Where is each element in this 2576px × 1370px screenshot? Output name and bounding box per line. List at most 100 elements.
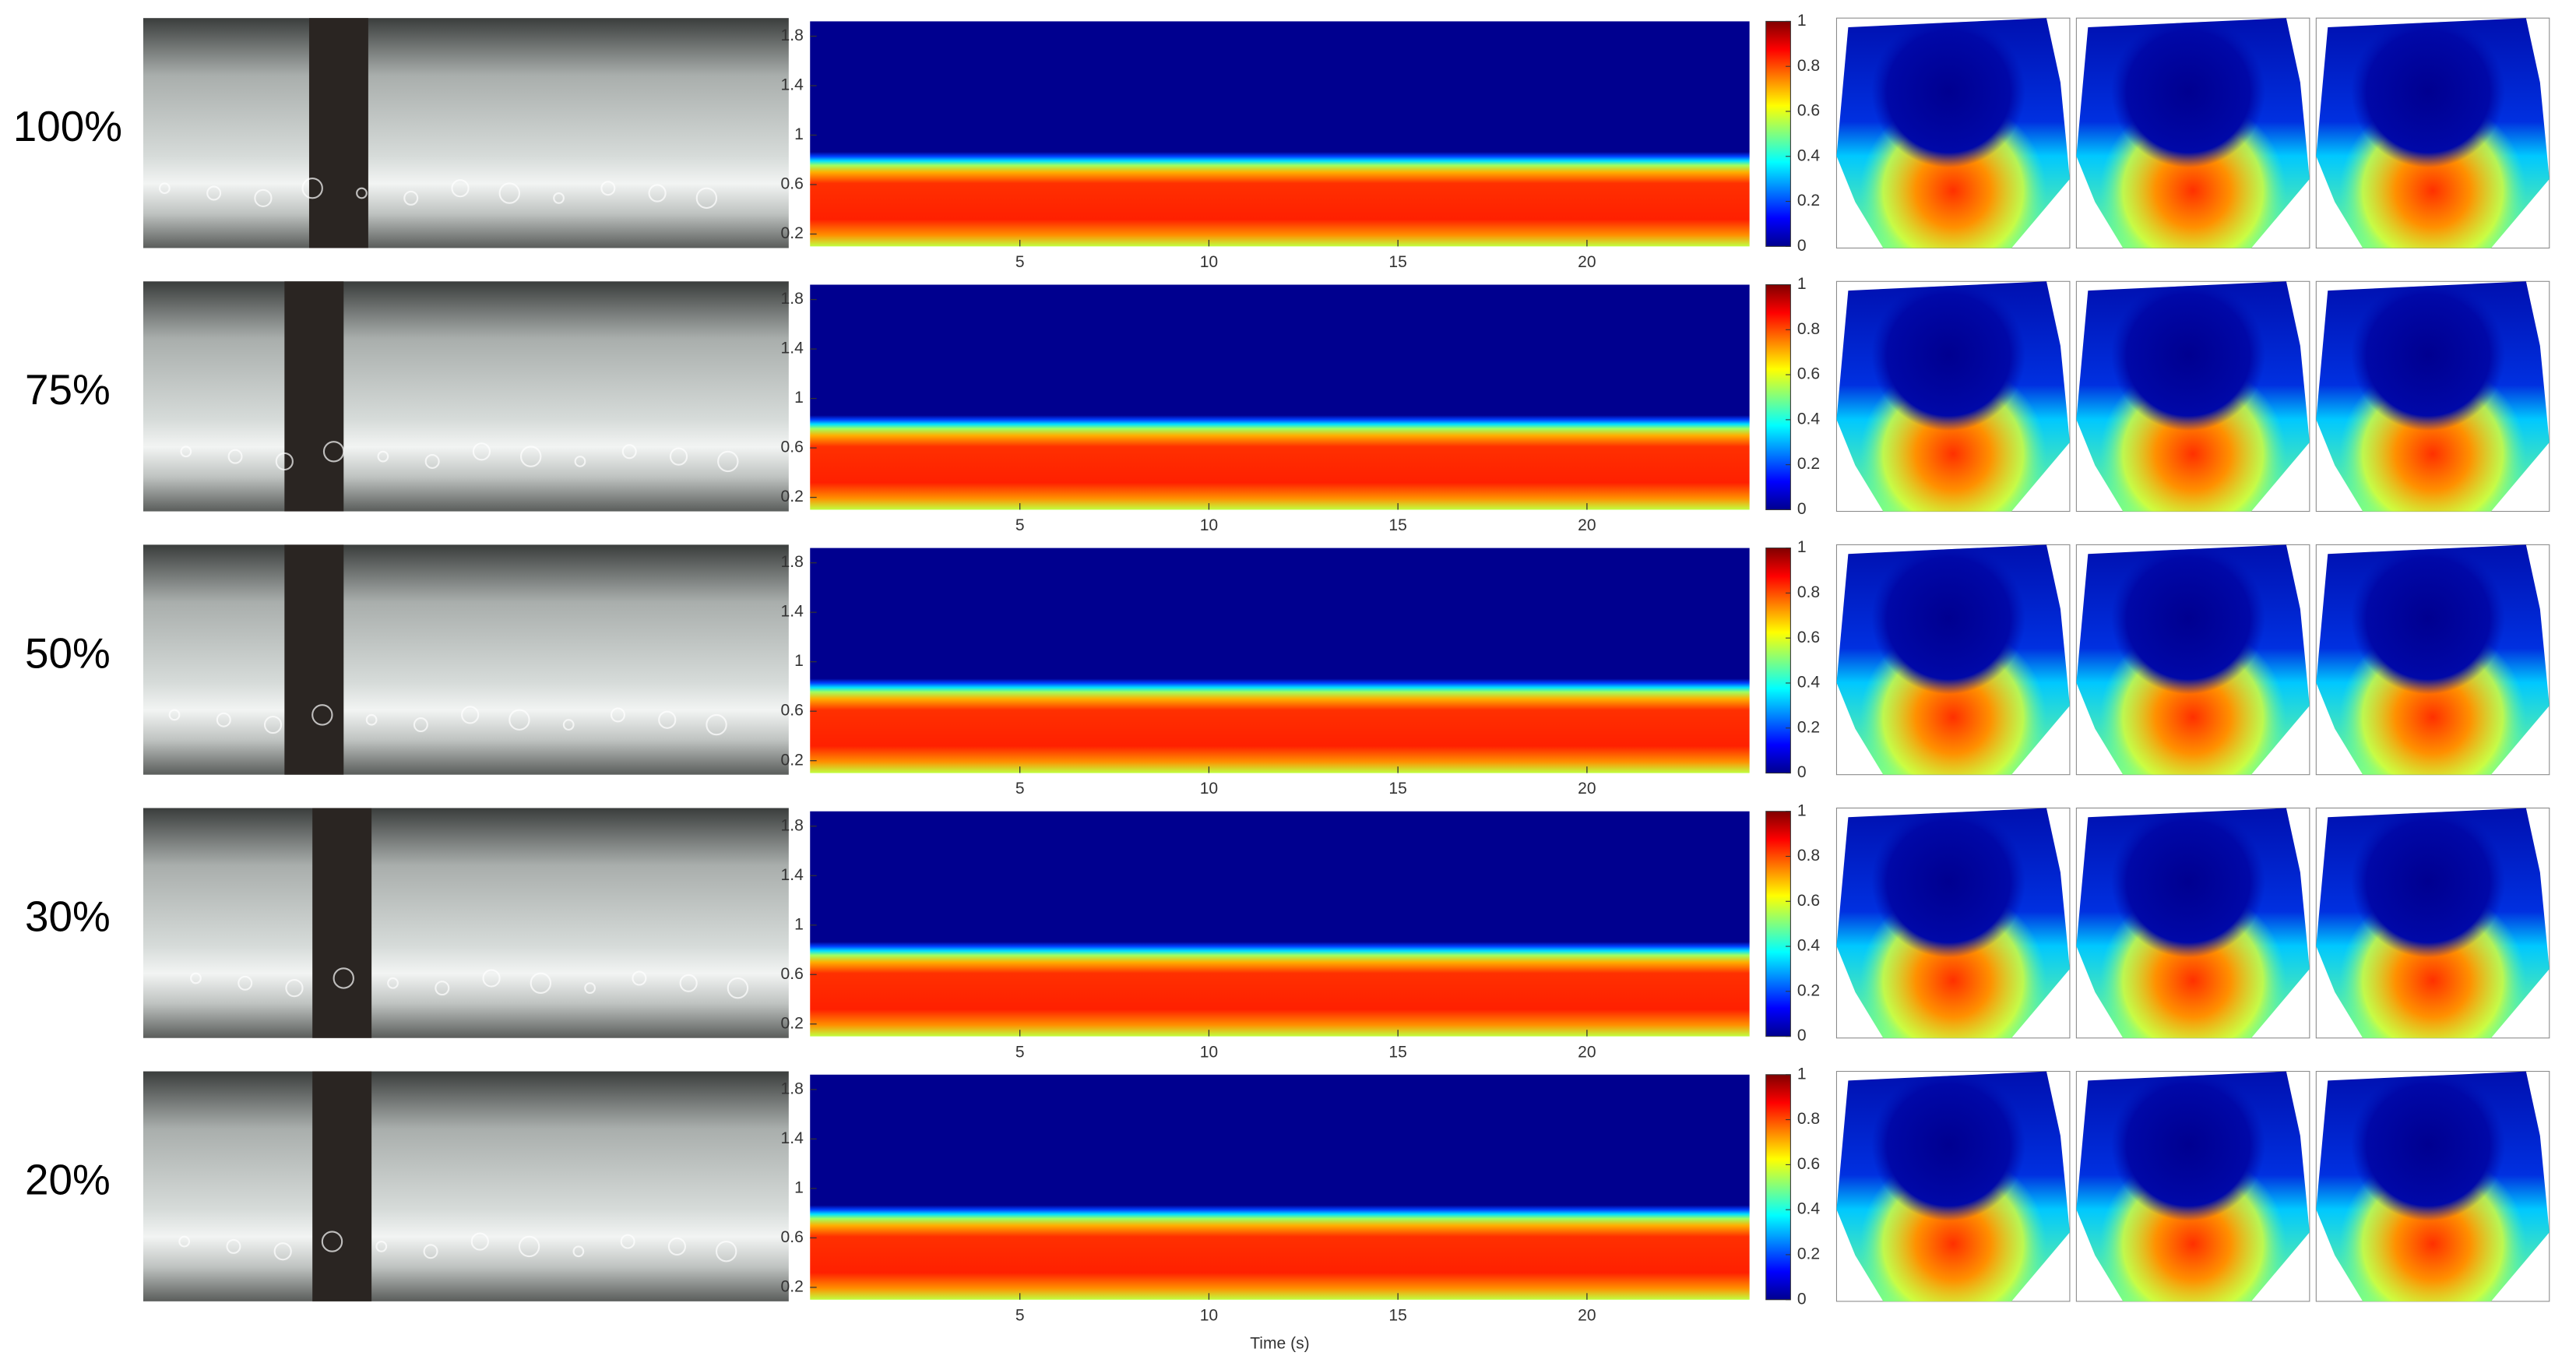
ruler — [284, 544, 344, 775]
colorbar — [1765, 284, 1791, 510]
bubble — [669, 447, 688, 466]
bubble — [424, 453, 440, 469]
tomogram-core — [2076, 808, 2310, 1038]
ruler — [312, 1071, 372, 1301]
x-tick-label: 15 — [1388, 780, 1406, 798]
bubble — [365, 713, 378, 726]
bubble — [377, 450, 389, 463]
bubble — [470, 1232, 489, 1251]
colorbar-tick-label: 0.8 — [1797, 320, 1820, 338]
bubble — [275, 452, 294, 471]
bubble — [403, 190, 419, 206]
colorbar-tick-label: 0.4 — [1797, 146, 1821, 164]
colorbar-tick-label: 0.4 — [1797, 1200, 1821, 1218]
x-tick-label: 5 — [1015, 253, 1025, 271]
y-tick-label: 0.2 — [780, 224, 803, 242]
y-tick-label: 0.6 — [780, 965, 803, 983]
y-tick-label: 0.6 — [780, 1228, 803, 1246]
y-tick-label: 1.4 — [780, 76, 804, 94]
x-tick-label: 10 — [1200, 1043, 1218, 1061]
colorbar — [1765, 811, 1791, 1037]
colorbar-tick-label: 0.6 — [1797, 102, 1820, 120]
colorbar-tick-label: 1 — [1797, 801, 1807, 819]
bubble — [238, 975, 253, 991]
bubble — [190, 972, 202, 984]
colorbar-tick-label: 0.2 — [1797, 455, 1820, 473]
x-tick-label: 10 — [1200, 1306, 1218, 1324]
colorbar-tick-label: 0.4 — [1797, 937, 1821, 955]
x-tick-label: 5 — [1015, 516, 1025, 534]
bubble — [273, 1242, 292, 1261]
tomogram-core — [2316, 1071, 2550, 1301]
colorbar-tick-label: 1 — [1797, 1065, 1807, 1083]
bubble — [562, 719, 575, 731]
y-tick-label: 0.6 — [780, 702, 803, 720]
tomogram-core — [1836, 281, 2070, 512]
tomogram-core — [2076, 18, 2310, 248]
colorbar-tick-label: 0.8 — [1797, 57, 1820, 75]
colorbar — [1765, 1074, 1791, 1301]
colorbar-tick-label: 0.6 — [1797, 629, 1820, 646]
tomogram-core — [2076, 544, 2310, 775]
x-tick-label: 5 — [1015, 780, 1025, 798]
colorbar-tick-label: 0.8 — [1797, 583, 1820, 601]
bubble — [667, 1237, 687, 1256]
colorbar-tick-label: 0.2 — [1797, 718, 1820, 736]
bubble — [413, 717, 428, 733]
bubble — [472, 442, 491, 461]
tomogram-core — [1836, 1071, 2070, 1301]
x-tick-label: 20 — [1578, 1306, 1596, 1324]
y-tick-label: 0.2 — [780, 1277, 803, 1295]
colorbar-tick-label: 0.6 — [1797, 1155, 1820, 1173]
bubble — [519, 446, 542, 467]
x-tick-label: 20 — [1578, 780, 1596, 798]
heatmap — [810, 548, 1750, 773]
bubble — [695, 187, 718, 210]
y-tick-label: 0.2 — [780, 1014, 803, 1032]
bubble — [435, 981, 450, 996]
x-tick-label: 10 — [1200, 780, 1218, 798]
y-tick-label: 1 — [794, 125, 804, 143]
y-tick-label: 1.8 — [780, 553, 803, 571]
bubble — [180, 446, 192, 458]
colorbar-tick-label: 0 — [1797, 1027, 1807, 1044]
y-tick-label: 1.8 — [780, 1079, 803, 1097]
colorbar-tick-label: 0.2 — [1797, 192, 1820, 210]
photo — [143, 281, 789, 512]
y-tick-label: 1.8 — [780, 26, 803, 44]
x-tick-label: 15 — [1388, 253, 1406, 271]
panel-row: 75% 0.2 0.6 1 1.4 1.8 5 10 15 20 0 0.2 0.4 0.6 0.8 1 — [25, 275, 2550, 534]
tomogram-core — [2076, 281, 2310, 512]
colorbar — [1765, 548, 1791, 774]
bubble — [263, 715, 283, 734]
bubble — [227, 449, 243, 464]
bubble — [620, 1234, 635, 1249]
colorbar-tick-label: 0.2 — [1797, 1245, 1820, 1263]
panel-row: 20% 0.2 0.6 1 1.4 1.8 5 10 15 20 Time (s) 0 0.2 0.4 0.… — [25, 1065, 2550, 1352]
bubble — [610, 707, 625, 723]
photo — [143, 1071, 789, 1301]
y-tick-label: 1.4 — [780, 340, 804, 357]
colorbar-tick-label: 0.4 — [1797, 674, 1821, 692]
bubble — [451, 179, 470, 198]
tomogram-core — [2316, 808, 2550, 1038]
y-tick-label: 0.2 — [780, 751, 803, 769]
bubble — [648, 184, 667, 203]
bubble — [498, 182, 520, 204]
bubble — [621, 444, 637, 460]
heatmap — [810, 1074, 1750, 1300]
ruler — [284, 281, 344, 512]
bubble — [482, 969, 501, 988]
colorbar-tick-label: 1 — [1797, 12, 1807, 30]
heatmap — [810, 811, 1750, 1037]
bubble — [679, 974, 698, 992]
bubble — [178, 1235, 191, 1248]
tomogram-core — [2076, 1071, 2310, 1301]
bubble — [600, 181, 616, 196]
row-label: 100% — [13, 102, 122, 150]
colorbar-tick-label: 1 — [1797, 538, 1807, 556]
y-tick-label: 1 — [794, 389, 804, 407]
bubble — [553, 192, 565, 204]
